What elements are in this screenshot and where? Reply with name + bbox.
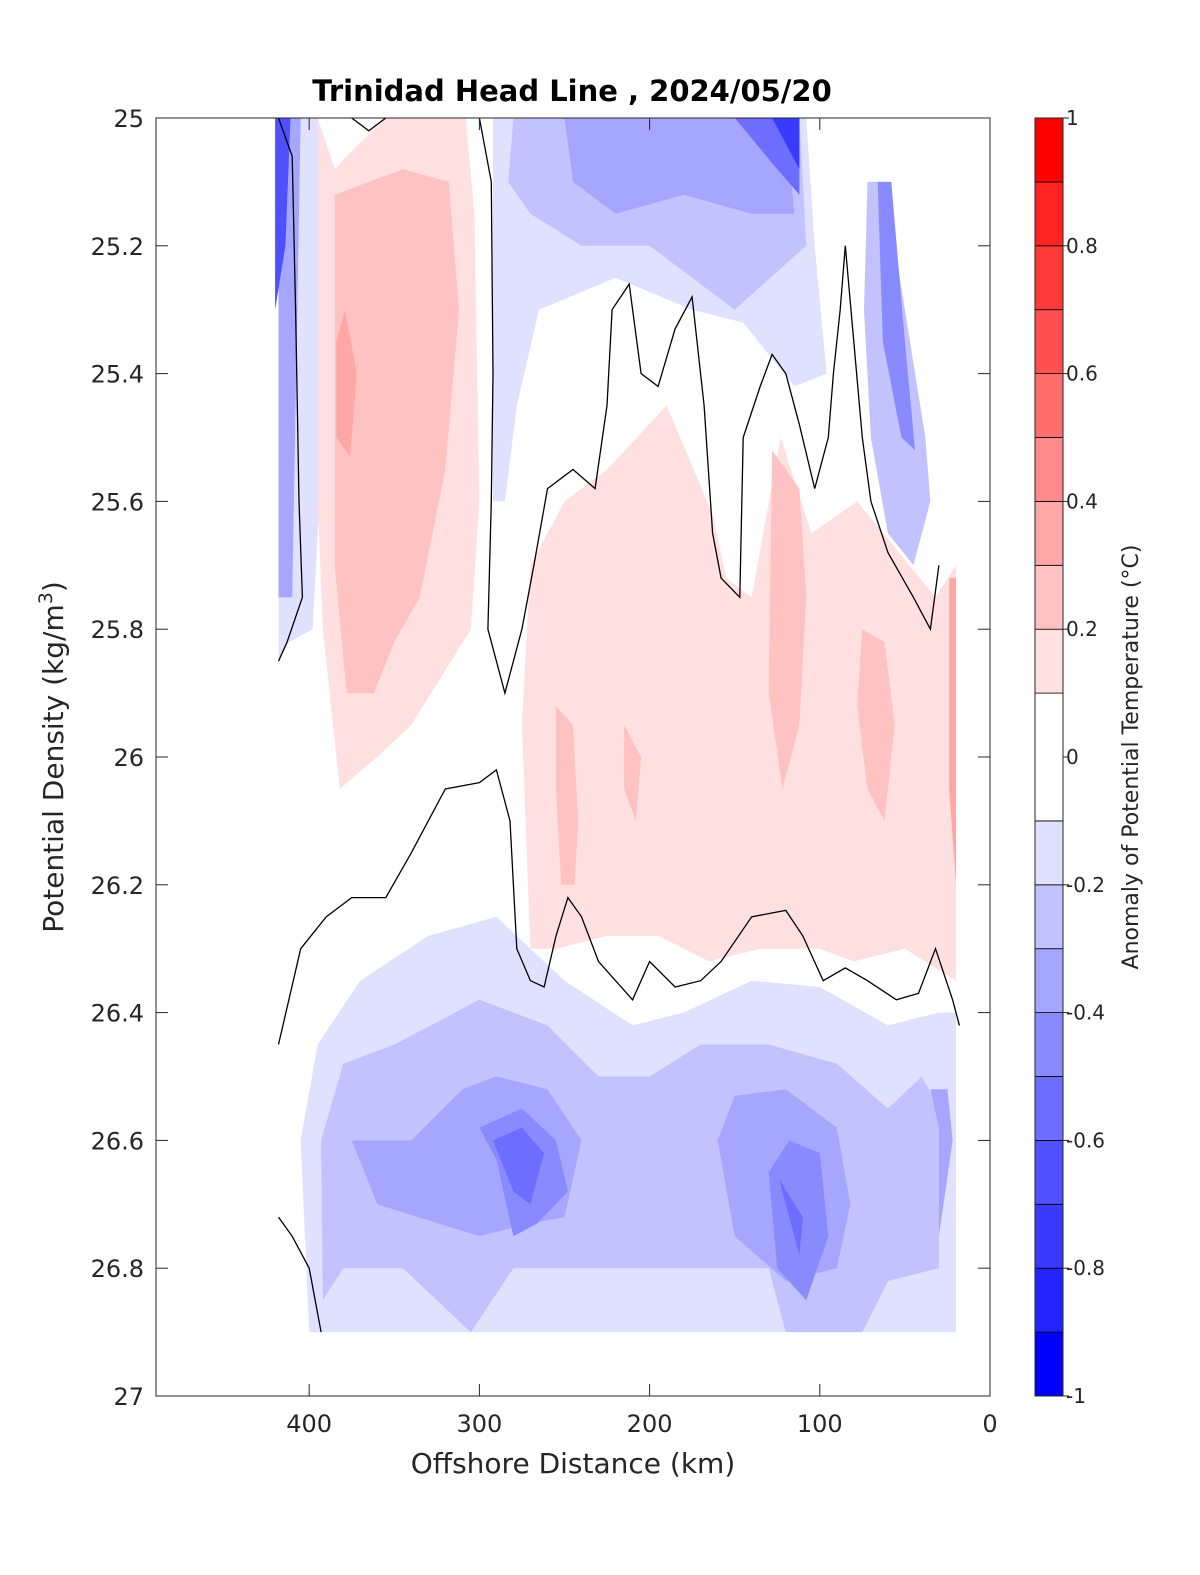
filled-contours	[275, 118, 956, 1333]
chart-title: Trinidad Head Line , 2024/05/20	[312, 74, 832, 108]
y-tick-label: 26.8	[91, 1255, 144, 1283]
zero-contour-lines	[277, 118, 961, 1333]
colorbar-swatch	[1034, 1076, 1064, 1141]
y-tick-label: 27	[113, 1383, 144, 1411]
contour-region-15	[857, 629, 895, 821]
contour-region-11	[521, 405, 956, 981]
colorbar-swatch	[1034, 1140, 1064, 1205]
colorbar-tick-label: -0.2	[1066, 873, 1105, 897]
y-tick-label: 25.4	[91, 361, 144, 389]
colorbar-tick-label: 1	[1066, 106, 1079, 130]
colorbar-tick-label: -0.6	[1066, 1128, 1105, 1152]
contour-region-5	[336, 309, 357, 457]
contour-region-27	[930, 1089, 953, 1237]
colorbar-swatch	[1034, 181, 1064, 247]
colorbar-swatch	[1034, 437, 1064, 502]
contour-region-26	[778, 1178, 803, 1256]
y-tick-label: 26	[113, 744, 144, 772]
x-axis-title: Offshore Distance (km)	[411, 1447, 736, 1480]
y-tick-label: 25.8	[91, 616, 144, 644]
contour-line-3	[844, 245, 940, 632]
contour-line-0	[277, 118, 304, 662]
colorbar-tick-label: 0.4	[1066, 489, 1098, 513]
colorbar-swatch	[1034, 948, 1064, 1014]
colorbar-tick-label: -1	[1066, 1384, 1086, 1408]
contour-line-5	[277, 1216, 322, 1333]
contour-region-16	[949, 578, 956, 885]
x-tick-label: 100	[797, 1410, 843, 1438]
x-tick-label: 400	[286, 1410, 332, 1438]
contour-line-4	[277, 768, 961, 1045]
contour-region-23	[493, 1127, 545, 1205]
colorbar-tick-label: 0.2	[1066, 617, 1098, 641]
contour-region-12	[556, 705, 579, 885]
colorbar-tick-label: 0	[1066, 745, 1079, 769]
y-tick-label: 26.4	[91, 1000, 144, 1028]
y-tick-label: 25	[113, 105, 144, 133]
colorbar-swatch	[1034, 309, 1064, 375]
colorbar-swatch	[1034, 117, 1064, 183]
contour-region-10	[772, 118, 800, 170]
colorbar-swatch	[1034, 373, 1064, 438]
colorbar-swatch	[1034, 820, 1064, 886]
colorbar-tick-label: -0.4	[1066, 1001, 1105, 1025]
colorbar-tick-label: 0.6	[1066, 362, 1098, 386]
colorbar-swatch	[1034, 1331, 1064, 1397]
contour-region-2	[275, 118, 291, 310]
y-axis-title: Potential Density (kg/m3)	[35, 581, 70, 933]
colorbar-title: Anomaly of Potential Temperature (°C)	[1119, 545, 1144, 970]
y-tick-label: 25.2	[91, 233, 144, 261]
y-tick-label: 26.6	[91, 1127, 144, 1155]
contour-region-4	[334, 169, 459, 694]
axis-ticks: 400 300 200 100 0 25 25.2 25.4 25.6 25.8 26 26.2 26.…	[91, 105, 998, 1438]
colorbar-swatch	[1034, 692, 1064, 822]
x-tick-label: 0	[982, 1410, 997, 1438]
y-tick-label: 26.2	[91, 872, 144, 900]
colorbar-swatch	[1034, 500, 1064, 566]
colorbar-swatches	[1034, 117, 1064, 1397]
x-tick-label: 200	[627, 1410, 673, 1438]
contour-region-14	[768, 450, 807, 789]
contour-region-13	[624, 725, 642, 821]
contour-region-18	[877, 181, 916, 451]
colorbar-swatch	[1034, 564, 1064, 630]
colorbar-swatch	[1034, 1012, 1064, 1077]
y-tick-label: 25.6	[91, 488, 144, 516]
colorbar: 1 0.8 0.6 0.4 0.2 0 -0.2 -0.4 -0.6 -0.8 -1 Anomaly…	[1034, 106, 1144, 1408]
colorbar-ticks: 1 0.8 0.6 0.4 0.2 0 -0.2 -0.4 -0.6 -0.8 -1	[1063, 106, 1105, 1408]
colorbar-tick-label: 0.8	[1066, 234, 1098, 258]
contour-line-1	[351, 118, 387, 132]
contour-line-2	[478, 118, 846, 696]
x-tick-label: 300	[456, 1410, 502, 1438]
colorbar-tick-label: -0.8	[1066, 1256, 1105, 1280]
contour-region-8	[564, 118, 795, 214]
colorbar-swatch	[1034, 245, 1064, 311]
colorbar-swatch	[1034, 884, 1064, 950]
colorbar-swatch	[1034, 1203, 1064, 1269]
colorbar-swatch	[1034, 628, 1064, 694]
colorbar-swatch	[1034, 1267, 1064, 1333]
